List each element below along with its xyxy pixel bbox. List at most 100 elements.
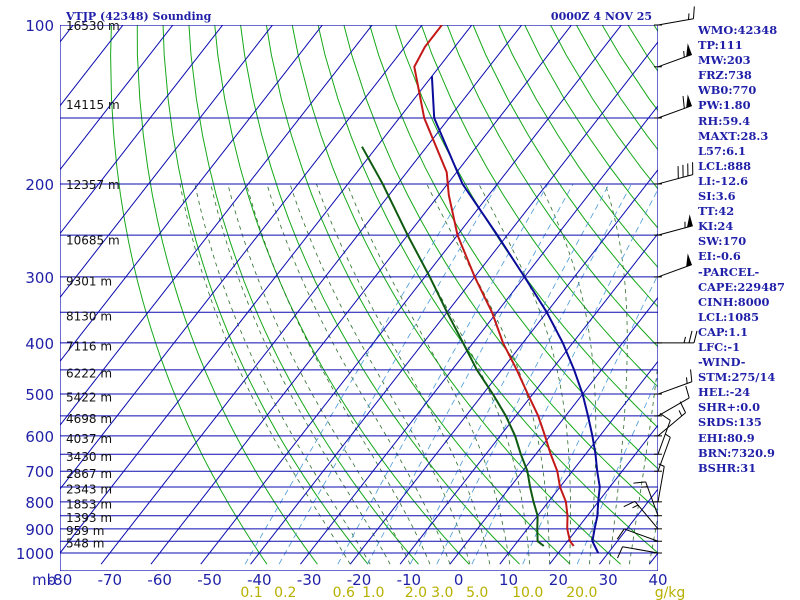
pressure-tick-label: 200 (25, 176, 54, 194)
mixing-ratio-tick-label: 20.0 (566, 585, 597, 600)
pressure-axis: 100 200 300 400 500 600 700 800 900 1000 (16, 17, 54, 563)
mixing-ratio-unit: g/kg (655, 585, 686, 600)
moist-adiabats (179, 183, 658, 565)
index-item: LFC:-1 (698, 339, 741, 354)
index-item: CAP:1.1 (698, 324, 749, 339)
mixing-ratio-line (471, 188, 658, 565)
index-item: -PARCEL- (698, 264, 760, 279)
index-item: KI:24 (698, 219, 734, 234)
moist-adiabat (628, 360, 658, 565)
pressure-tick-label: 400 (25, 335, 54, 353)
wind-barb-flag (679, 401, 687, 413)
height-label: 14115 m (66, 98, 120, 112)
temperature-tick-label: -80 (48, 571, 73, 589)
wind-barb-half (683, 51, 685, 58)
height-label: 12357 m (66, 178, 120, 192)
mixing-ratio-tick-label: 3.0 (431, 585, 453, 600)
height-label: 6222 m (66, 366, 112, 380)
wind-barb-half (683, 336, 686, 344)
wind-barb-half (678, 410, 683, 417)
pressure-unit-label: mb (32, 571, 56, 589)
temperature-tick-label: -10 (397, 571, 422, 589)
pressure-tick-label: 600 (25, 428, 54, 446)
mixing-ratio-line (522, 273, 658, 565)
isotherm (60, 25, 174, 171)
wind-barb (654, 369, 693, 395)
height-label: 2867 m (66, 467, 112, 481)
height-label: 3430 m (66, 450, 112, 464)
wind-barb-flag (659, 413, 671, 421)
height-label: 1853 m (66, 497, 112, 511)
moist-adiabat (194, 183, 371, 565)
moist-adiabat (266, 183, 451, 565)
index-item: HEL:-24 (698, 385, 751, 400)
wind-barb (654, 401, 687, 437)
height-label: 1393 m (66, 511, 112, 525)
moist-adiabat (227, 183, 411, 565)
mixing-ratio-lines (244, 183, 658, 565)
height-label: 4698 m (66, 412, 112, 426)
index-item: LCL:888 (698, 158, 752, 173)
isotherm (60, 25, 274, 299)
pressure-tick-label: 800 (25, 494, 54, 512)
temperature-tick-label: 20 (549, 571, 568, 589)
moist-adiabat (383, 183, 531, 565)
chart-title: VTJP (42348) Sounding (65, 10, 212, 23)
isotherm (349, 168, 658, 565)
temperature-tick-label: 40 (648, 571, 667, 589)
index-item: SHR+:0.0 (698, 400, 761, 415)
wind-barb-staff (645, 481, 659, 516)
wind-barbs (616, 6, 698, 559)
moist-adiabat (179, 183, 351, 565)
mixing-ratio-tick-label: 0.2 (274, 585, 296, 600)
wind-barb-half (641, 486, 648, 488)
wind-barb-half (658, 463, 665, 467)
wind-barb (654, 463, 665, 503)
height-label: 5422 m (66, 390, 112, 404)
wind-barb-half (664, 433, 671, 438)
mixing-ratio-line (409, 183, 610, 565)
height-label: 4037 m (66, 432, 112, 446)
pressure-tick-label: 100 (25, 17, 54, 35)
isotherm (399, 232, 658, 565)
mixing-ratio-axis: 0.1 0.2 0.6 1.0 2.0 3.0 5.0 10.0 20.0 (240, 585, 597, 600)
isotherm (60, 25, 224, 235)
isotherm (250, 41, 658, 565)
valid-time: 0000Z 4 NOV 25 (551, 10, 652, 23)
index-item: LI:-12.6 (698, 173, 749, 188)
isotherm (150, 25, 573, 565)
moist-adiabat (604, 183, 628, 565)
isotherm (499, 360, 658, 565)
wind-barb-staff (634, 500, 659, 530)
moist-adiabat (346, 183, 511, 565)
wind-barb-staff (657, 225, 693, 236)
wind-barb-flag (682, 96, 685, 109)
wind-barb (654, 6, 695, 26)
mixing-ratio-line (436, 183, 632, 565)
mixing-ratio-line (337, 183, 549, 565)
wind-barb-flag (685, 385, 690, 399)
profile-series (361, 25, 601, 554)
index-item: BSHR:31 (698, 460, 757, 475)
index-item: -WIND- (698, 355, 746, 370)
isotherm (60, 25, 124, 107)
isotherm (449, 296, 658, 565)
index-item: CAPE:229487 (698, 279, 785, 294)
mixing-ratio-tick-label: 1.0 (362, 585, 384, 600)
wind-barb-staff (657, 397, 690, 417)
wind-barb (654, 94, 692, 119)
isotherm (300, 104, 658, 565)
height-label: 16530 m (66, 19, 120, 33)
temperature-axis: -80 -70 -60 -50 -40 -30 -20 -10 0 10 20 30 40 (48, 571, 668, 589)
index-item: TT:42 (698, 204, 735, 219)
dry-adiabat (188, 25, 419, 565)
wind-barb-flag (633, 481, 646, 484)
index-item: MW:203 (698, 53, 751, 68)
temperature-tick-label: -60 (147, 571, 172, 589)
pressure-tick-label: 700 (25, 463, 54, 481)
wind-barb (654, 162, 694, 185)
index-item: EHI:80.9 (698, 430, 755, 445)
wind-barb (654, 413, 671, 455)
moist-adiabat (648, 514, 658, 565)
